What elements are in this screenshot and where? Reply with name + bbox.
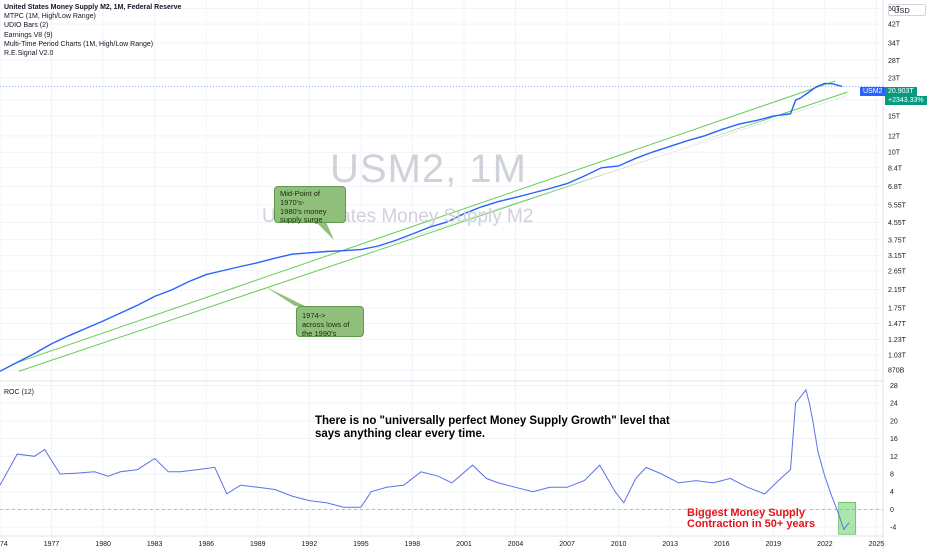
- time-tick-label: 1986: [198, 541, 214, 548]
- price-tick-label: 42T: [888, 22, 901, 29]
- watermark-symbol: USM2, 1M: [330, 147, 527, 191]
- trendlines: [11, 80, 850, 372]
- chart-title: United States Money Supply M2, 1M, Feder…: [4, 4, 182, 11]
- time-tick-label: 2019: [766, 541, 782, 548]
- price-tick-label: 1.23T: [888, 337, 907, 344]
- roc-series-line: [0, 388, 850, 531]
- time-tick-label: 1992: [302, 541, 318, 548]
- lows-pointer: [266, 287, 305, 306]
- time-tick-label: 2010: [611, 541, 627, 548]
- price-tick-label: 3.75T: [888, 237, 907, 244]
- roc-tick-label: 28: [890, 383, 898, 390]
- roc-tick-label: 8: [890, 472, 894, 479]
- change-tag: +2343.33%: [885, 96, 927, 105]
- midpoint-pointer: [316, 222, 334, 240]
- contraction-note-line: Biggest Money Supply: [687, 507, 805, 519]
- callout-line: Mid-Point of: [280, 189, 321, 198]
- time-tick-label: 1995: [353, 541, 369, 548]
- indicator-label[interactable]: Earnings V8 (9): [4, 31, 53, 39]
- time-tick-label: 2025: [869, 541, 885, 548]
- price-tick-label: 50T: [888, 6, 901, 13]
- midpoint-callout[interactable]: Mid-Point of 1970's- 1980's money supply…: [274, 186, 346, 225]
- contraction-note-line: Contraction in 50+ years: [687, 518, 816, 530]
- lows-callout[interactable]: 1974-> across lows of the 1990's: [296, 306, 364, 337]
- price-tick-label: 2.15T: [888, 287, 907, 294]
- price-tick-label: 2.65T: [888, 268, 907, 275]
- callout-line: supply surge: [280, 215, 323, 225]
- price-tick-label: 10T: [888, 150, 901, 157]
- callout-pointers: [266, 222, 334, 306]
- price-tick-label: 3.15T: [888, 253, 907, 260]
- roc-tick-label: 20: [890, 418, 898, 425]
- roc-tick-label: 0: [890, 507, 894, 514]
- callout-line: 1980's money: [280, 206, 327, 216]
- time-tick-label: 1998: [405, 541, 421, 548]
- last-value-tag: 20.903T: [885, 87, 917, 96]
- price-tick-label: 6.8T: [888, 184, 903, 191]
- price-tick-label: 23T: [888, 75, 901, 82]
- time-tick-label: 2004: [508, 541, 524, 548]
- time-tick-label: 1977: [44, 541, 60, 548]
- roc-tick-label: -4: [890, 525, 896, 532]
- contraction-note: Biggest Money Supply Contraction in 50+ …: [687, 508, 815, 530]
- symbol-tag: USM2: [860, 87, 886, 96]
- price-tick-label: 870B: [888, 368, 905, 375]
- callout-line: 1974->: [302, 311, 326, 320]
- contraction-highlight: [838, 502, 857, 535]
- chart-header: United States Money Supply M2, 1M, Feder…: [4, 3, 181, 58]
- price-axis-labels: 50T42T34T28T23T18T15T12T10T8.4T6.8T5.55T…: [888, 6, 907, 375]
- roc-axis-labels: 28 24 20 16 12 8 4 0 -4: [890, 383, 898, 532]
- price-tick-label: 1.03T: [888, 353, 907, 360]
- price-tick-label: 15T: [888, 114, 901, 121]
- callout-line: 1970's-: [280, 197, 305, 207]
- indicator-label[interactable]: Multi-Time Period Charts (1M, High/Low R…: [4, 40, 154, 48]
- trendline: [11, 80, 836, 365]
- trendline: [372, 93, 850, 249]
- price-tick-label: 5.55T: [888, 202, 907, 209]
- price-tick-label: 12T: [888, 133, 901, 140]
- indicator-label[interactable]: R.E.Signal V2.0: [4, 50, 54, 58]
- callout-line: across lows of: [302, 319, 350, 329]
- time-tick-label: 2016: [714, 541, 730, 548]
- currency-selector[interactable]: USD: [888, 4, 926, 16]
- time-tick-label: 2001: [456, 541, 472, 548]
- price-tick-label: 4.55T: [888, 220, 907, 227]
- m2-series-line: [0, 82, 843, 372]
- price-tick-label: 1.47T: [888, 321, 907, 328]
- time-tick-label: 1983: [147, 541, 163, 548]
- roc-tick-label: 12: [890, 454, 898, 461]
- callout-line: the 1990's: [302, 328, 337, 338]
- time-tick-label: 2013: [662, 541, 678, 548]
- time-tick-label: 2022: [817, 541, 833, 548]
- roc-tick-label: 24: [890, 401, 898, 408]
- time-tick-label: 1980: [95, 541, 111, 548]
- growth-note: There is no "universally perfect Money S…: [315, 415, 670, 440]
- roc-grid: [0, 384, 883, 528]
- price-tick-label: 1.75T: [888, 305, 907, 312]
- roc-tick-label: 16: [890, 436, 898, 443]
- indicator-label[interactable]: MTPC (1M, High/Low Range): [4, 13, 96, 21]
- roc-indicator-label[interactable]: ROC (12): [4, 389, 34, 396]
- price-tick-label: 28T: [888, 58, 901, 65]
- time-axis-labels: 1974 1977 1980 1983 1986 1989 1992 1995 1998 2001…: [0, 541, 884, 548]
- trendline-shadow: [372, 94, 849, 250]
- price-tick-label: 8.4T: [888, 165, 903, 172]
- time-tick-label: 2007: [559, 541, 575, 548]
- time-tick-label: 1974: [0, 541, 8, 548]
- main-grid: [0, 0, 883, 536]
- indicator-label[interactable]: UDIO Bars (2): [4, 22, 49, 30]
- time-tick-label: 1989: [250, 541, 266, 548]
- roc-tick-label: 4: [890, 489, 894, 496]
- price-tick-label: 34T: [888, 40, 901, 47]
